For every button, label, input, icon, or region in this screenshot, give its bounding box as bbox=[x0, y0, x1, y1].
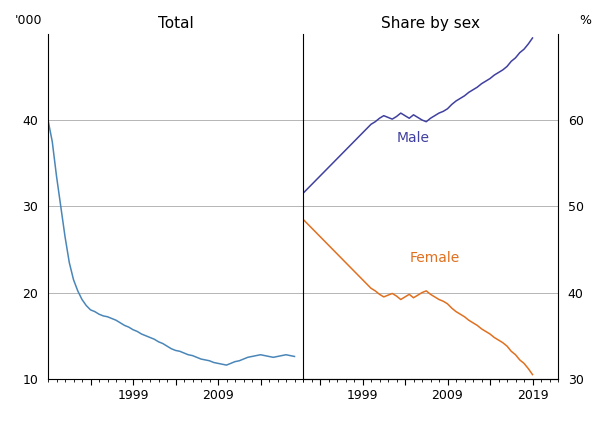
Text: %: % bbox=[579, 14, 591, 27]
Text: Female: Female bbox=[409, 251, 460, 265]
Title: Share by sex: Share by sex bbox=[381, 16, 480, 31]
Text: '000: '000 bbox=[15, 14, 43, 27]
Title: Total: Total bbox=[158, 16, 193, 31]
Text: Male: Male bbox=[397, 131, 430, 144]
